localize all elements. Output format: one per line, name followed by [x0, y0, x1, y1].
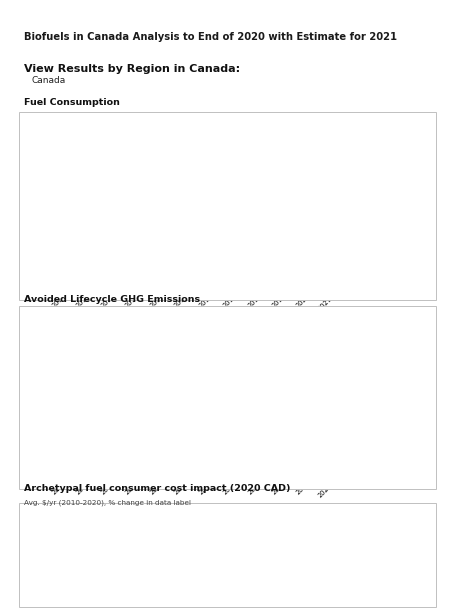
Bar: [304, 186, 319, 196]
Bar: [328, 148, 344, 154]
Bar: [328, 154, 344, 175]
Bar: [132, 387, 148, 419]
Bar: [230, 195, 246, 288]
Y-axis label: Million L/yr: Million L/yr: [24, 186, 29, 224]
Bar: [181, 414, 197, 475]
Bar: [206, 379, 222, 411]
Bar: [59, 436, 75, 440]
Text: Avoided Lifecycle GHG Emissions: Avoided Lifecycle GHG Emissions: [24, 295, 200, 304]
Bar: [132, 419, 148, 475]
Bar: [206, 196, 222, 288]
Bar: [304, 196, 319, 288]
Bar: [181, 186, 197, 195]
Bar: [328, 355, 344, 356]
Bar: [83, 413, 99, 434]
Bar: [304, 179, 319, 186]
Bar: [108, 205, 124, 288]
Bar: [108, 199, 124, 205]
Text: Fuel Consumption: Fuel Consumption: [24, 97, 119, 107]
Bar: [304, 411, 319, 475]
Bar: [255, 368, 271, 409]
Legend: Co-
processed
fuel, Light-Duty
Plug-in
Electric
Vehicles, Biodiesel
and HDRD, Et: Co- processed fuel, Light-Duty Plug-in E…: [357, 314, 396, 379]
Bar: [279, 185, 295, 195]
Bar: [230, 409, 246, 475]
Bar: [59, 440, 75, 475]
Bar: [304, 177, 319, 179]
Text: Biofuels in Canada Analysis to End of 2020 with Estimate for 2021: Biofuels in Canada Analysis to End of 20…: [24, 32, 397, 42]
Bar: [181, 381, 197, 414]
Bar: [83, 219, 99, 225]
Legend: Electricity
(L gas. eq), Co-
processed
fuel, HDRD, Biodiesel, Ethanol: Electricity (L gas. eq), Co- processed f…: [357, 122, 397, 175]
Bar: [255, 409, 271, 475]
Bar: [157, 181, 173, 185]
Bar: [83, 434, 99, 475]
Bar: [181, 195, 197, 288]
Bar: [304, 362, 319, 411]
Bar: [230, 368, 246, 409]
Bar: [328, 409, 344, 475]
Bar: [108, 399, 124, 426]
Text: Avg. $/yr (2010-2020), % change in data label: Avg. $/yr (2010-2020), % change in data …: [24, 500, 191, 506]
Bar: [132, 191, 148, 194]
Text: View Results by Region in Canada:: View Results by Region in Canada:: [24, 64, 240, 74]
Bar: [230, 185, 246, 195]
Bar: [255, 185, 271, 195]
Bar: [206, 411, 222, 475]
Bar: [157, 192, 173, 288]
Bar: [181, 181, 197, 186]
Bar: [157, 185, 173, 192]
Bar: [83, 225, 99, 288]
Bar: [59, 236, 75, 238]
Y-axis label: (2020 CAD): (2020 CAD): [27, 535, 34, 575]
Bar: [206, 180, 222, 187]
Bar: [279, 173, 295, 185]
Bar: [255, 195, 271, 288]
Bar: [230, 177, 246, 185]
Bar: [132, 194, 148, 201]
Bar: [328, 356, 344, 409]
Bar: [132, 201, 148, 288]
Bar: [206, 187, 222, 196]
Text: Archetypal fuel consumer cost impact (2020 CAD): Archetypal fuel consumer cost impact (20…: [24, 484, 290, 493]
Bar: [328, 183, 344, 195]
Bar: [255, 175, 271, 185]
Bar: [279, 409, 295, 475]
Bar: [328, 353, 344, 355]
Bar: [108, 426, 124, 475]
Bar: [328, 175, 344, 183]
Bar: [157, 381, 173, 414]
Bar: [279, 362, 295, 409]
Bar: [157, 414, 173, 475]
Bar: [328, 195, 344, 288]
Bar: [279, 195, 295, 288]
Bar: [59, 238, 75, 288]
Text: Canada: Canada: [31, 76, 65, 85]
Y-axis label: Avoided GHG Emissions, Mt/yr: Avoided GHG Emissions, Mt/yr: [30, 344, 36, 450]
